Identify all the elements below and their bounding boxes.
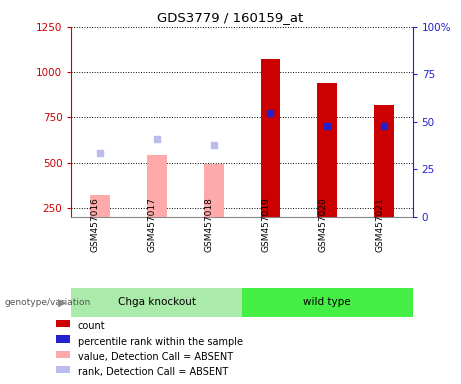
Bar	[317, 83, 337, 217]
Text: genotype/variation: genotype/variation	[5, 298, 91, 307]
Bar	[71, 288, 242, 317]
Text: percentile rank within the sample: percentile rank within the sample	[77, 337, 242, 347]
Bar	[260, 59, 280, 217]
Bar	[56, 351, 70, 358]
Text: count: count	[77, 321, 105, 331]
Bar	[147, 156, 167, 217]
Bar	[242, 288, 413, 317]
Bar	[374, 105, 394, 217]
Text: rank, Detection Call = ABSENT: rank, Detection Call = ABSENT	[77, 367, 228, 377]
Text: GSM457021: GSM457021	[375, 197, 384, 252]
Bar	[56, 335, 70, 343]
Text: GSM457017: GSM457017	[148, 197, 157, 252]
Text: GSM457016: GSM457016	[91, 197, 100, 252]
Text: GSM457020: GSM457020	[318, 197, 327, 252]
Text: Chga knockout: Chga knockout	[118, 297, 196, 308]
Bar	[56, 320, 70, 327]
Bar	[204, 164, 224, 217]
Text: GDS3779 / 160159_at: GDS3779 / 160159_at	[157, 12, 304, 25]
Bar	[56, 366, 70, 373]
Bar	[90, 195, 110, 217]
Text: wild type: wild type	[303, 297, 351, 308]
Text: ▶: ▶	[59, 297, 67, 308]
Text: GSM457018: GSM457018	[205, 197, 213, 252]
Text: value, Detection Call = ABSENT: value, Detection Call = ABSENT	[77, 352, 233, 362]
Text: GSM457019: GSM457019	[261, 197, 271, 252]
